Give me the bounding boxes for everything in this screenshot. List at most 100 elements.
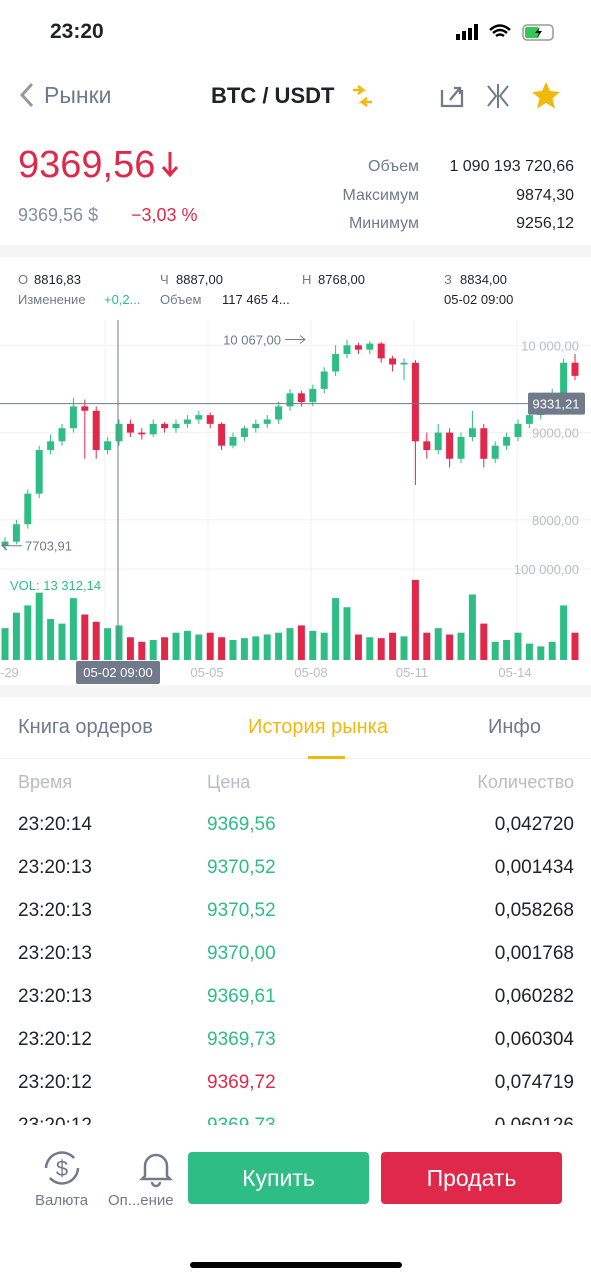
fiat-price: 9369,56 $ (18, 205, 99, 225)
candle-body (183, 419, 191, 424)
volume-bar (286, 628, 294, 660)
volume-bar (69, 598, 77, 660)
candle-body (275, 406, 283, 420)
candle-body (514, 423, 522, 437)
trade-price: 9369,56 (207, 814, 276, 835)
nav-icons (353, 82, 560, 109)
column-header: Цена (207, 772, 251, 792)
candle-body (354, 345, 362, 350)
trade-price: 9369,72 (207, 1072, 276, 1093)
pair-title[interactable]: BTC / USDT (211, 83, 335, 108)
x-tick-label: 05-11 (396, 665, 428, 680)
volume-bar (24, 605, 32, 660)
ohlc-label: З (444, 272, 452, 287)
svg-text:$: $ (56, 1156, 68, 1181)
volume-bar (206, 632, 214, 660)
volume-bar (411, 579, 419, 660)
ohlc-value: 8887,00 (176, 272, 223, 287)
candle-body (195, 415, 203, 420)
stat-label: Максимум (342, 186, 419, 204)
back-icon[interactable] (16, 80, 38, 110)
y-tick-label: 10 000,00 (521, 338, 579, 353)
volume-bar (457, 632, 465, 660)
candle-body (503, 436, 511, 446)
trade-qty: 0,060304 (494, 1029, 574, 1050)
ohlc-label: Н (302, 272, 312, 287)
candle-body (81, 406, 89, 411)
alerts-label[interactable]: Оп...ение (108, 1192, 174, 1209)
divider (0, 685, 591, 697)
trade-qty: 0,058268 (494, 900, 574, 921)
volume-bar (297, 625, 305, 660)
volume-tick-label: 100 000,00 (514, 562, 579, 577)
x-tick-label: 05-14 (498, 665, 531, 680)
volume-bar (12, 612, 20, 660)
candle-body (423, 441, 431, 451)
candle-body (400, 362, 408, 365)
candle-body (229, 436, 237, 446)
sell-button[interactable]: Продать (381, 1152, 562, 1204)
candle-body (343, 345, 351, 355)
x-tick-label: -29 (0, 665, 19, 680)
buy-button[interactable]: Купить (188, 1152, 369, 1204)
candle-body (149, 423, 157, 435)
volume-bar (332, 598, 340, 660)
volume-bar (491, 641, 499, 660)
change-label: Изменение (18, 292, 86, 307)
y-tick-label: 9000,00 (532, 426, 579, 441)
candle-body (35, 450, 43, 494)
volume-bar (275, 632, 283, 660)
volume-bar (126, 637, 134, 660)
volume-bar (35, 592, 43, 660)
ohlc-label: О (18, 272, 29, 287)
trade-time: 23:20:12 (18, 1029, 92, 1050)
trade-qty: 0,060126 (495, 1115, 574, 1125)
ohlc-value: 8834,00 (460, 272, 507, 287)
bell-icon[interactable] (138, 1148, 174, 1188)
tab[interactable]: Инфо (488, 716, 541, 738)
status-time: 23:20 (50, 20, 104, 43)
volume-bar (434, 628, 442, 660)
trade-qty: 0,042720 (494, 814, 574, 835)
candle-body (126, 423, 134, 433)
ohlc-value: 8768,00 (318, 272, 365, 287)
candle-body (138, 432, 146, 435)
tab[interactable]: История рынка (248, 716, 388, 738)
trade-price: 9370,00 (207, 943, 276, 964)
trade-time: 23:20:12 (18, 1115, 92, 1125)
volume-bar (92, 621, 100, 660)
volume-bar (560, 605, 568, 660)
candle-body (571, 362, 579, 376)
volume-value: 117 465 4... (222, 292, 290, 307)
currency-label[interactable]: Валюта (35, 1192, 89, 1209)
candle-body (446, 432, 454, 459)
volume-bar (423, 632, 431, 660)
candle-body (24, 493, 32, 525)
ohlc-label: Ч (160, 272, 169, 287)
x-tick-label: 05-08 (294, 665, 327, 680)
column-header: Количество (477, 772, 574, 792)
volume-bar (503, 639, 511, 660)
last-price: 9369,56 (18, 144, 156, 186)
volume-bar (571, 632, 579, 660)
trade-qty: 0,001434 (494, 857, 574, 878)
currency-icon[interactable]: $ (38, 1148, 88, 1188)
trade-price: 9370,52 (207, 857, 276, 878)
back-label[interactable]: Рынки (44, 82, 112, 108)
divider (0, 245, 591, 257)
stat-value: 1 090 193 720,66 (449, 158, 574, 175)
volume-bar (58, 623, 66, 660)
candle-body (389, 358, 397, 365)
tab[interactable]: Книга ордеров (18, 716, 153, 738)
candle-body (92, 410, 100, 451)
stat-value: 9256,12 (516, 215, 574, 232)
divider (0, 758, 591, 759)
candle-body (161, 423, 169, 429)
max-arrow (285, 335, 306, 344)
candle-body (263, 419, 271, 424)
stat-label: Минимум (348, 215, 419, 232)
candle-body (366, 343, 374, 350)
trade-qty: 0,060282 (494, 986, 574, 1007)
trade-price: 9369,73 (207, 1115, 276, 1125)
